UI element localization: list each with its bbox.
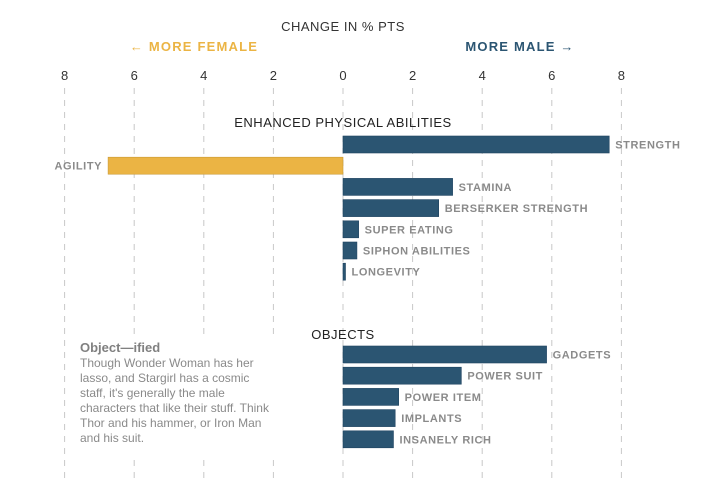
bar-label: POWER SUIT xyxy=(467,371,543,383)
bar xyxy=(342,135,610,154)
annotation: Object—ified Though Wonder Woman has her… xyxy=(72,338,276,454)
bar-label: IMPLANTS xyxy=(401,413,462,425)
x-tick-label: 2 xyxy=(409,68,416,83)
x-tick-label: 6 xyxy=(131,68,138,83)
axis-title: CHANGE IN % PTS xyxy=(281,19,405,34)
bar-label: AGILITY xyxy=(55,161,103,173)
x-tick-label: 0 xyxy=(339,68,346,83)
x-tick-label: 6 xyxy=(548,68,555,83)
more-male-label: MORE MALE → xyxy=(465,39,574,54)
annotation-body: Though Wonder Woman has her lasso, and S… xyxy=(80,356,269,445)
bar-label: LONGEVITY xyxy=(352,267,421,279)
bar-label: SUPER EATING xyxy=(365,224,454,236)
bar-label: STRENGTH xyxy=(615,140,680,152)
x-axis-ticks: 8 6 4 2 0 2 4 6 8 xyxy=(61,68,625,83)
gridlines xyxy=(64,88,622,480)
bar-label: SIPHON ABILITIES xyxy=(363,246,471,258)
x-tick-label: 8 xyxy=(618,68,625,83)
x-tick-label: 4 xyxy=(479,68,486,83)
x-tick-label: 2 xyxy=(270,68,277,83)
annotation-title: Object—ified xyxy=(80,340,161,355)
bar xyxy=(342,241,358,260)
bar-label: POWER ITEM xyxy=(405,392,482,404)
bar xyxy=(342,409,396,427)
bar xyxy=(342,430,394,449)
more-female-label: ← MORE FEMALE xyxy=(130,39,258,54)
bar-group: OBJECTS GADGETS POWER SUIT POWER ITEM IMPLAN… xyxy=(311,327,612,449)
bar-label: STAMINA xyxy=(459,182,513,194)
bar xyxy=(342,178,453,196)
bar xyxy=(342,220,359,239)
group-title: ENHANCED PHYSICAL ABILITIES xyxy=(234,115,451,130)
bar-label: INSANELY RICH xyxy=(399,434,491,446)
bar-label: GADGETS xyxy=(553,350,612,362)
x-tick-label: 8 xyxy=(61,68,68,83)
bar-label: BERSERKER STRENGTH xyxy=(445,203,588,215)
bar xyxy=(107,156,344,175)
bar xyxy=(342,345,547,364)
bar xyxy=(342,262,346,281)
group-title: OBJECTS xyxy=(311,327,374,342)
bar xyxy=(342,366,462,385)
bar-groups: ENHANCED PHYSICAL ABILITIES STRENGTH AGILI… xyxy=(55,115,680,449)
bar xyxy=(342,199,439,217)
bar xyxy=(342,388,399,406)
bar-group: ENHANCED PHYSICAL ABILITIES STRENGTH AGILI… xyxy=(55,115,680,281)
x-tick-label: 4 xyxy=(200,68,207,83)
